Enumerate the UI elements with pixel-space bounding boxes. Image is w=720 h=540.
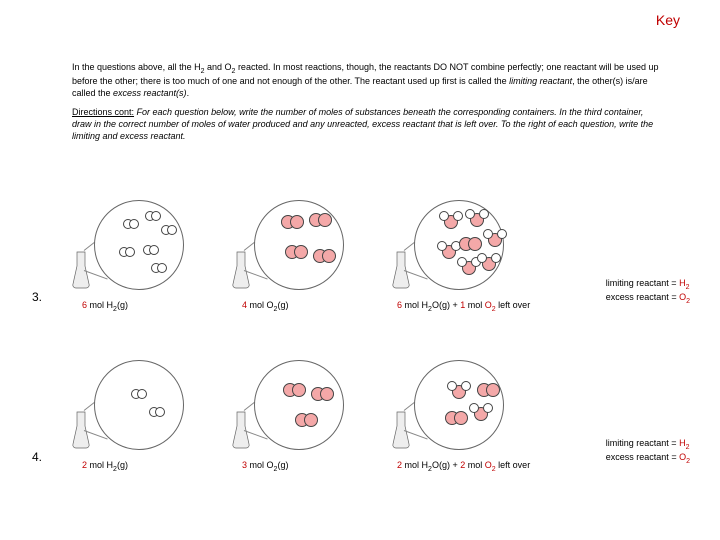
- q4-o2-caption: 3 mol O2(g): [232, 460, 392, 473]
- excess-def: excess reactant(s): [113, 88, 187, 98]
- limiting-val: H2: [679, 278, 689, 288]
- q3-product-container: [392, 200, 552, 295]
- q3-number: 3.: [32, 290, 42, 304]
- q3-h2-container: [72, 200, 232, 295]
- limiting-label: limiting reactant =: [606, 278, 679, 288]
- q4-product-circle: [414, 360, 504, 450]
- intro-para1: In the questions above, all the H2 and O…: [72, 62, 660, 99]
- q4-product-container: [392, 360, 552, 455]
- directions-label: Directions cont:: [72, 107, 134, 117]
- q3-o2-container: [232, 200, 392, 295]
- q3-o2-caption: 4 mol O2(g): [232, 300, 392, 313]
- q3-result: 6 mol H2O(g) + 1 mol O2 left over: [392, 300, 690, 313]
- q3-product-circle: [414, 200, 504, 290]
- t: .: [187, 88, 190, 98]
- flask-icon: [392, 250, 410, 290]
- t: and O: [205, 62, 232, 72]
- q4-o2-container: [232, 360, 392, 455]
- q3-h2-circle: [94, 200, 184, 290]
- q4-h2-circle: [94, 360, 184, 450]
- flask-icon: [392, 410, 410, 450]
- q3-flasks-row: [72, 200, 690, 295]
- limiting-label: limiting reactant =: [606, 438, 679, 448]
- q4-o2-circle: [254, 360, 344, 450]
- key-header: Key: [656, 12, 680, 28]
- q4-h2-caption: 2 mol H2(g): [72, 460, 232, 473]
- q4-h2-container: [72, 360, 232, 455]
- limiting-val: H2: [679, 438, 689, 448]
- q3-h2-caption: 6 mol H2(g): [72, 300, 232, 313]
- q4-result: 2 mol H2O(g) + 2 mol O2 left over: [392, 460, 690, 473]
- flask-icon: [72, 410, 90, 450]
- intro-text: In the questions above, all the H2 and O…: [72, 62, 660, 148]
- q4-captions: 2 mol H2(g) 3 mol O2(g) 2 mol H2O(g) + 2…: [72, 460, 690, 473]
- flask-icon: [72, 250, 90, 290]
- q3-captions: 6 mol H2(g) 4 mol O2(g) 6 mol H2O(g) + 1…: [72, 300, 690, 313]
- q4-flasks-row: [72, 360, 690, 455]
- flask-icon: [232, 410, 250, 450]
- q4-number: 4.: [32, 450, 42, 464]
- flask-icon: [232, 250, 250, 290]
- q3-o2-circle: [254, 200, 344, 290]
- directions-text: For each question below, write the numbe…: [72, 107, 653, 140]
- t: In the questions above, all the H: [72, 62, 201, 72]
- directions-para: Directions cont: For each question below…: [72, 107, 660, 142]
- limiting-def: limiting reactant: [509, 76, 572, 86]
